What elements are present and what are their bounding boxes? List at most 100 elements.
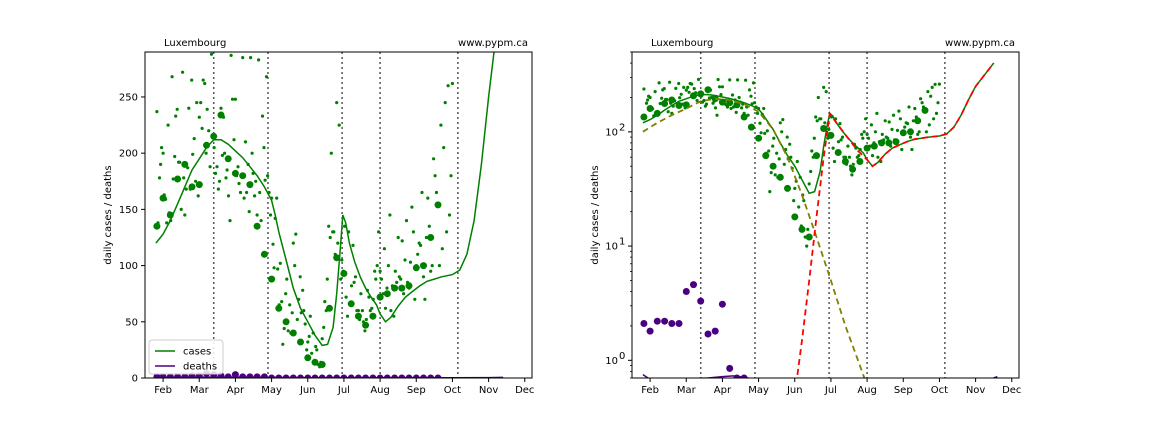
x-tick-label: Aug	[857, 385, 877, 396]
series-cases_daily-point	[875, 111, 879, 115]
series-cases_daily-point	[377, 230, 381, 234]
y-tick-label: 50	[125, 317, 138, 328]
series-cases_daily-point	[273, 216, 277, 220]
series-cases_daily-point	[281, 342, 285, 346]
series-cases_daily-point	[399, 277, 403, 281]
series-cases_daily-point	[257, 58, 261, 62]
series-cases_daily-point	[850, 173, 854, 177]
series-cases_daily-point	[897, 109, 901, 113]
series-deaths_weekly-point	[420, 374, 427, 378]
series-deaths_weekly-point	[275, 374, 283, 378]
x-tick-label: Dec	[515, 385, 534, 396]
series-cases_weekly-point	[726, 99, 734, 107]
series-cases_daily-point	[303, 322, 307, 326]
series-deaths_weekly-point	[383, 374, 391, 378]
series-cases_daily-point	[315, 348, 319, 352]
series-cases_weekly-point	[747, 123, 755, 131]
series-cases_daily-point	[662, 87, 666, 91]
series-cases_daily-point	[299, 311, 303, 315]
series-cases_daily-point	[255, 213, 259, 217]
series-cases_daily-point	[375, 264, 379, 268]
series-cases_daily-point	[368, 309, 372, 313]
series-cases_daily-point	[388, 213, 392, 217]
series-cases_daily-point	[209, 52, 214, 56]
series-cases-line	[155, 52, 495, 347]
legend-label-deaths: deaths	[183, 362, 217, 373]
series-cases_daily-point	[280, 300, 284, 304]
series-cases_daily-point	[919, 97, 923, 101]
series-cases_daily-point	[250, 151, 254, 155]
series-cases_daily-point	[169, 219, 173, 223]
series-cases_daily-point	[876, 155, 880, 159]
x-tick-label: Feb	[641, 385, 659, 396]
series-cases_daily-point	[734, 110, 738, 114]
series-cases_daily-point	[806, 227, 810, 231]
series-cases_weekly-point	[224, 155, 232, 163]
series-cases_daily-point	[378, 269, 382, 273]
series-cases_daily-point	[771, 144, 775, 148]
series-deaths_weekly-point	[231, 371, 239, 378]
series-cases_weekly-point	[907, 128, 914, 136]
series-cases_daily-point	[861, 136, 865, 140]
series-cases_daily-point	[245, 190, 249, 195]
series-cases_weekly-point	[740, 113, 748, 121]
series-cases_daily-point	[213, 171, 218, 175]
series-cases_daily-point	[247, 210, 251, 214]
series-deaths_weekly-point	[253, 373, 261, 378]
series-cases_daily-point	[260, 114, 265, 118]
series-deaths_weekly-point	[159, 373, 167, 378]
series-cases_daily-point	[336, 241, 340, 245]
series-cases_weekly-point	[246, 181, 254, 189]
series-cases_daily-point	[716, 77, 720, 82]
series-cases_daily-point	[365, 288, 369, 292]
series-cases_daily-point	[157, 176, 162, 180]
series-cases_weekly-point	[304, 354, 312, 362]
series-cases_daily-point	[762, 106, 766, 111]
series-cases_daily-point	[920, 101, 924, 105]
y-tick-exponent: 1	[619, 237, 625, 248]
series-deaths_weekly-point	[239, 373, 247, 378]
series-cases_weekly-point	[354, 312, 362, 320]
series-cases_daily-point	[906, 122, 910, 126]
x-tick-label: Sep	[894, 385, 913, 396]
series-cases_daily-point	[397, 275, 401, 279]
series-cases_daily-point	[364, 317, 368, 322]
series-cases_daily-point	[311, 331, 315, 335]
series-deaths_weekly-point	[354, 374, 362, 378]
series-cases_daily-point	[445, 230, 449, 234]
series-cases_daily-point	[866, 136, 871, 140]
series-cases_daily-point	[429, 269, 433, 273]
series-cases_daily-point	[437, 264, 441, 268]
series-cases_weekly-point	[153, 222, 161, 230]
series-cases_daily-point	[323, 300, 327, 304]
series-deaths_weekly-point	[153, 373, 161, 378]
series-cases_daily-point	[223, 151, 227, 155]
series-cases_daily-point	[288, 303, 292, 307]
series-cases_weekly-point	[813, 152, 820, 160]
series-cases_weekly-point	[870, 142, 878, 150]
series-deaths_weekly-point	[326, 374, 333, 378]
series-cases_daily-point	[836, 140, 841, 144]
series-cases_daily-point	[433, 174, 437, 178]
series-cases_daily-point	[717, 85, 722, 89]
series-cases_daily-point	[386, 264, 390, 268]
series-cases_daily-point	[382, 247, 386, 251]
series-cases_daily-point	[933, 82, 937, 86]
series-cases_weekly-point	[653, 109, 661, 117]
series-cases_daily-point	[233, 97, 237, 101]
series-cases_daily-point	[383, 306, 388, 310]
series-cases_daily-point	[883, 119, 887, 123]
x-tick-label: Sep	[407, 385, 426, 396]
series-cases_daily-point	[219, 106, 223, 110]
axes-frame	[631, 51, 1020, 379]
series-cases_weekly-point	[231, 169, 239, 177]
series-cases_weekly-point	[362, 321, 370, 329]
series-cases_weekly-point	[289, 329, 297, 337]
series-cases_weekly-point	[769, 162, 777, 170]
series-cases_daily-point	[197, 115, 201, 119]
chart-region-label: Luxembourg	[164, 38, 226, 49]
series-cases_weekly-point	[668, 96, 676, 104]
series-deaths_weekly-point	[653, 317, 661, 325]
series-cases_daily-point	[869, 123, 874, 127]
x-tick-label: Jun	[786, 385, 803, 396]
